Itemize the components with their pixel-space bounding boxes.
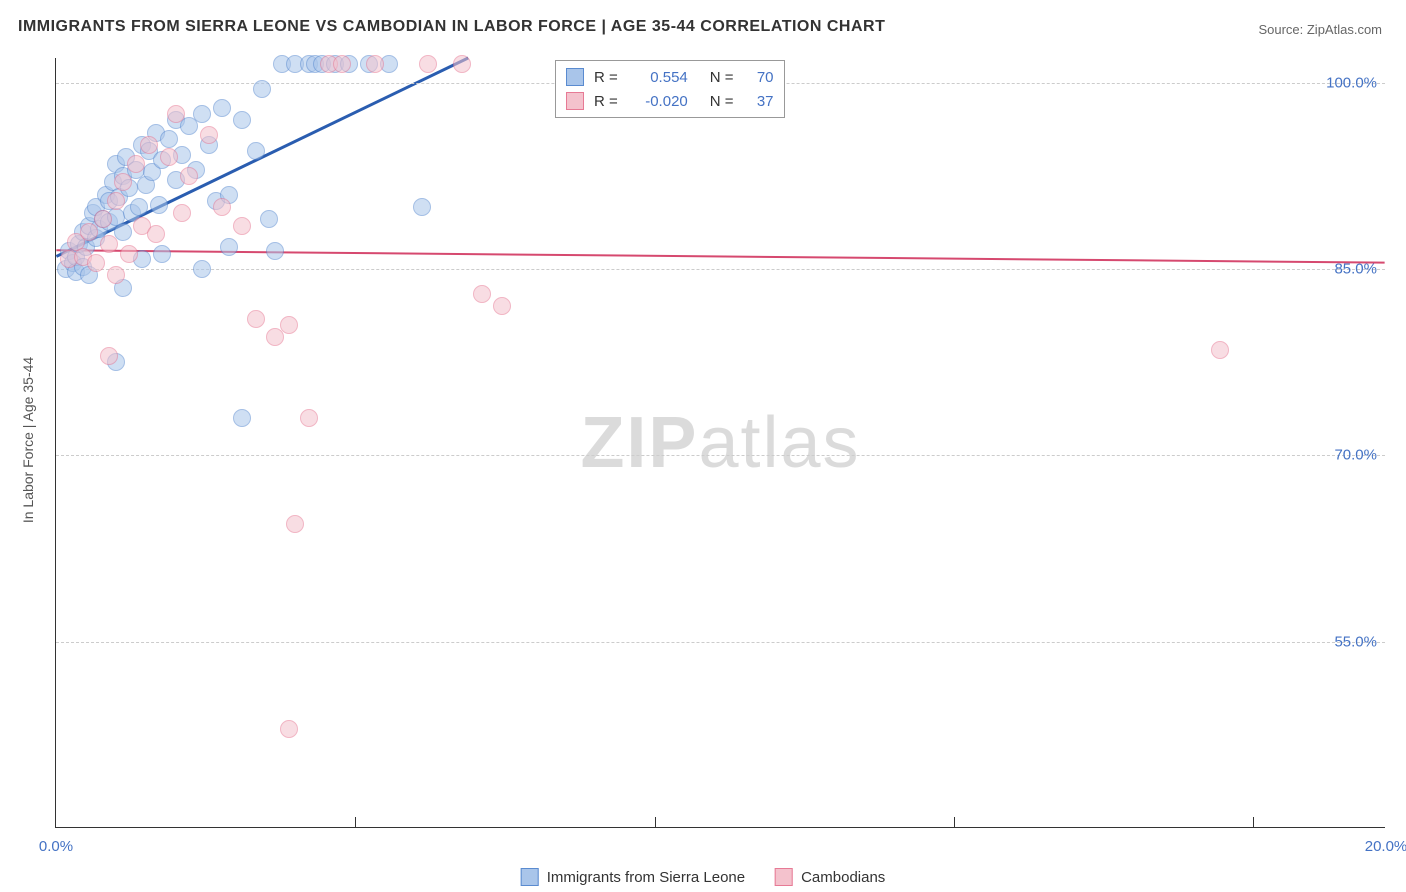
scatter-point — [220, 238, 238, 256]
correlation-legend: R = 0.554 N = 70 R = -0.020 N = 37 — [555, 60, 785, 118]
scatter-point — [153, 245, 171, 263]
scatter-point — [233, 217, 251, 235]
y-tick-label: 70.0% — [1334, 447, 1377, 464]
scatter-point — [260, 210, 278, 228]
scatter-point — [100, 235, 118, 253]
legend-swatch — [566, 92, 584, 110]
scatter-point — [419, 55, 437, 73]
bottom-legend-label: Immigrants from Sierra Leone — [547, 869, 745, 886]
legend-swatch — [775, 868, 793, 886]
bottom-legend-item: Cambodians — [775, 868, 885, 886]
scatter-point — [130, 198, 148, 216]
scatter-point — [247, 310, 265, 328]
legend-row: R = 0.554 N = 70 — [566, 65, 774, 89]
bottom-legend-label: Cambodians — [801, 869, 885, 886]
legend-row: R = -0.020 N = 37 — [566, 89, 774, 113]
scatter-point — [333, 55, 351, 73]
scatter-point — [286, 515, 304, 533]
scatter-point — [193, 260, 211, 278]
gridline-horizontal — [56, 455, 1385, 456]
scatter-point — [280, 720, 298, 738]
scatter-point — [213, 99, 231, 117]
scatter-point — [107, 266, 125, 284]
scatter-point — [280, 316, 298, 334]
legend-swatch — [521, 868, 539, 886]
legend-n-label: N = — [710, 93, 734, 110]
scatter-point — [167, 105, 185, 123]
scatter-point — [473, 285, 491, 303]
legend-n-value: 37 — [744, 93, 774, 110]
y-tick-label: 85.0% — [1334, 261, 1377, 278]
x-tick-label: 0.0% — [39, 838, 73, 855]
scatter-point — [247, 142, 265, 160]
scatter-point — [213, 198, 231, 216]
scatter-point — [150, 196, 168, 214]
scatter-point — [266, 242, 284, 260]
chart-title: IMMIGRANTS FROM SIERRA LEONE VS CAMBODIA… — [18, 18, 885, 36]
scatter-point — [1211, 341, 1229, 359]
y-axis-label: In Labor Force | Age 35-44 — [20, 357, 36, 523]
gridline-horizontal — [56, 642, 1385, 643]
legend-r-label: R = — [594, 93, 618, 110]
chart-plot-area: ZIPatlas 55.0%70.0%85.0%100.0%0.0%20.0% — [55, 58, 1385, 828]
legend-r-value: 0.554 — [628, 69, 688, 86]
trend-line — [56, 250, 1384, 262]
gridline-vertical — [355, 817, 356, 827]
series-legend: Immigrants from Sierra Leone Cambodians — [521, 868, 886, 886]
legend-n-label: N = — [710, 69, 734, 86]
y-tick-label: 55.0% — [1334, 633, 1377, 650]
scatter-point — [193, 105, 211, 123]
scatter-point — [173, 204, 191, 222]
scatter-point — [413, 198, 431, 216]
scatter-point — [94, 210, 112, 228]
trend-lines-layer — [56, 58, 1385, 827]
scatter-point — [107, 192, 125, 210]
scatter-point — [233, 409, 251, 427]
scatter-point — [200, 126, 218, 144]
scatter-point — [127, 155, 145, 173]
scatter-point — [120, 245, 138, 263]
scatter-point — [180, 167, 198, 185]
gridline-vertical — [655, 817, 656, 827]
scatter-point — [114, 173, 132, 191]
bottom-legend-item: Immigrants from Sierra Leone — [521, 868, 745, 886]
scatter-point — [160, 130, 178, 148]
scatter-point — [233, 111, 251, 129]
x-tick-label: 20.0% — [1365, 838, 1406, 855]
scatter-point — [100, 347, 118, 365]
scatter-point — [366, 55, 384, 73]
scatter-point — [87, 254, 105, 272]
gridline-horizontal — [56, 269, 1385, 270]
watermark: ZIPatlas — [580, 402, 860, 484]
scatter-point — [453, 55, 471, 73]
legend-r-label: R = — [594, 69, 618, 86]
chart-source: Source: ZipAtlas.com — [1258, 22, 1382, 37]
legend-n-value: 70 — [744, 69, 774, 86]
scatter-point — [493, 297, 511, 315]
scatter-point — [160, 148, 178, 166]
y-tick-label: 100.0% — [1326, 74, 1377, 91]
legend-r-value: -0.020 — [628, 93, 688, 110]
legend-swatch — [566, 68, 584, 86]
scatter-point — [253, 80, 271, 98]
gridline-vertical — [954, 817, 955, 827]
scatter-point — [300, 409, 318, 427]
scatter-point — [147, 225, 165, 243]
scatter-point — [140, 136, 158, 154]
gridline-vertical — [1253, 817, 1254, 827]
